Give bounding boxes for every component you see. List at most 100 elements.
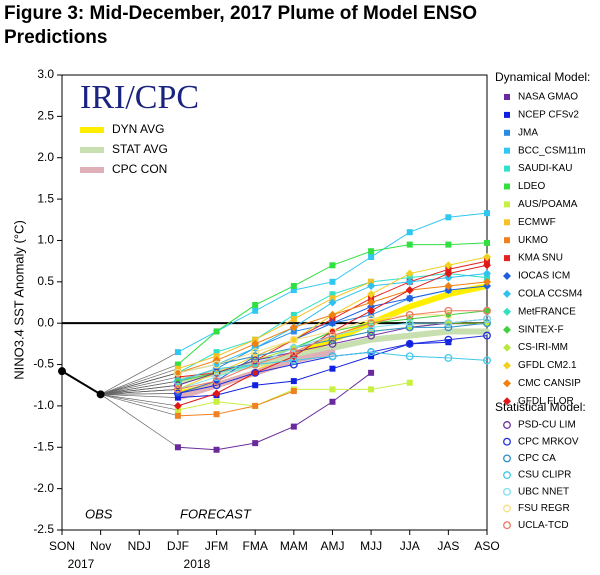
data-point <box>483 269 491 278</box>
data-point <box>367 323 376 332</box>
data-point <box>368 353 375 360</box>
data-point <box>368 295 375 302</box>
connector <box>100 393 178 395</box>
legend-marker <box>504 255 510 262</box>
observed-point <box>58 367 66 376</box>
data-point <box>251 360 260 369</box>
data-point <box>405 319 414 328</box>
data-point <box>445 339 452 346</box>
y-axis-label: NINO3.4 SST Anomaly (°C) <box>11 220 26 380</box>
data-point <box>329 262 336 269</box>
legend-label: UBC NNET <box>518 486 569 497</box>
legend-label: SAUDI-KAU <box>518 163 572 174</box>
data-point <box>367 319 376 328</box>
data-point <box>405 323 414 332</box>
data-point <box>212 389 221 398</box>
y-tick-label: -0.5 <box>33 357 54 371</box>
legend-marker <box>504 237 510 244</box>
data-point <box>329 316 336 323</box>
data-point <box>405 339 414 348</box>
x-tick-label: MAM <box>280 539 308 553</box>
data-point <box>484 210 490 217</box>
y-tick-label: 0.5 <box>37 274 54 288</box>
data-point <box>252 382 259 389</box>
data-point <box>367 281 376 290</box>
legend-label: GFDL FLOR <box>518 396 574 407</box>
connector <box>100 372 179 395</box>
data-point <box>406 241 413 248</box>
y-tick-label: -1.0 <box>33 398 54 412</box>
data-point <box>483 277 491 286</box>
data-point <box>444 269 453 278</box>
legend-label: DYN AVG <box>112 122 164 136</box>
x-tick-label: NDJ <box>128 539 151 553</box>
legend-label: FSU REGR <box>518 503 570 514</box>
data-point <box>367 327 376 336</box>
data-point <box>445 241 452 248</box>
data-point <box>174 394 181 401</box>
data-point <box>483 281 491 290</box>
legend-marker <box>503 307 511 316</box>
y-tick-label: -1.5 <box>33 439 54 453</box>
data-point <box>290 388 297 395</box>
connector <box>100 393 179 417</box>
x-tick-label: JJA <box>400 539 420 553</box>
data-point <box>367 315 376 323</box>
legend-label: UCLA-TCD <box>518 520 569 531</box>
legend-marker <box>503 437 511 446</box>
data-point <box>252 440 259 447</box>
data-point <box>405 352 414 361</box>
data-point <box>444 353 453 362</box>
connector <box>100 368 179 395</box>
data-point <box>328 327 337 336</box>
data-point <box>444 306 453 315</box>
data-point <box>368 278 375 285</box>
data-point <box>444 319 453 328</box>
data-point <box>251 348 260 357</box>
x-tick-label: Nov <box>90 539 111 553</box>
legend-label: JMA <box>518 127 538 138</box>
y-tick-label: -2.0 <box>33 481 54 495</box>
legend-marker <box>504 219 510 226</box>
data-point <box>405 310 414 319</box>
data-point <box>445 266 452 273</box>
data-point <box>328 339 337 348</box>
data-point <box>212 368 221 377</box>
legend-heading: Dynamical Model: <box>495 70 590 84</box>
data-point <box>173 401 182 410</box>
x-tick-label: JFM <box>205 539 228 553</box>
model-line <box>177 318 488 386</box>
data-point <box>483 261 491 270</box>
legend-label: CPC CON <box>112 162 167 176</box>
connector <box>100 351 179 395</box>
legend-marker <box>504 129 510 136</box>
x-tick-label: AMJ <box>320 539 344 553</box>
legend-marker <box>504 165 510 172</box>
model-line <box>177 281 372 370</box>
y-tick-label: -2.5 <box>33 522 54 536</box>
legend-marker <box>503 343 511 352</box>
data-point <box>213 398 220 405</box>
data-point <box>484 258 490 265</box>
data-point <box>444 281 453 290</box>
data-point <box>367 348 376 357</box>
data-point <box>290 378 297 385</box>
data-point <box>289 344 298 352</box>
x-tick-label: DJF <box>167 539 189 553</box>
data-point <box>174 373 181 380</box>
data-point <box>405 294 414 303</box>
data-point <box>173 381 182 390</box>
data-point <box>252 301 259 308</box>
legend-marker <box>503 289 511 298</box>
connector <box>100 364 179 395</box>
legend-label: CPC MRKOV <box>518 436 579 447</box>
data-point <box>367 290 376 299</box>
legend-label: PSD-CU LIM <box>518 420 576 431</box>
data-point <box>328 298 337 307</box>
data-point <box>329 398 336 405</box>
observed-line <box>61 370 102 396</box>
legend-marker <box>504 94 510 100</box>
data-point <box>212 373 221 381</box>
data-point <box>251 352 260 361</box>
legend-marker <box>504 201 510 208</box>
